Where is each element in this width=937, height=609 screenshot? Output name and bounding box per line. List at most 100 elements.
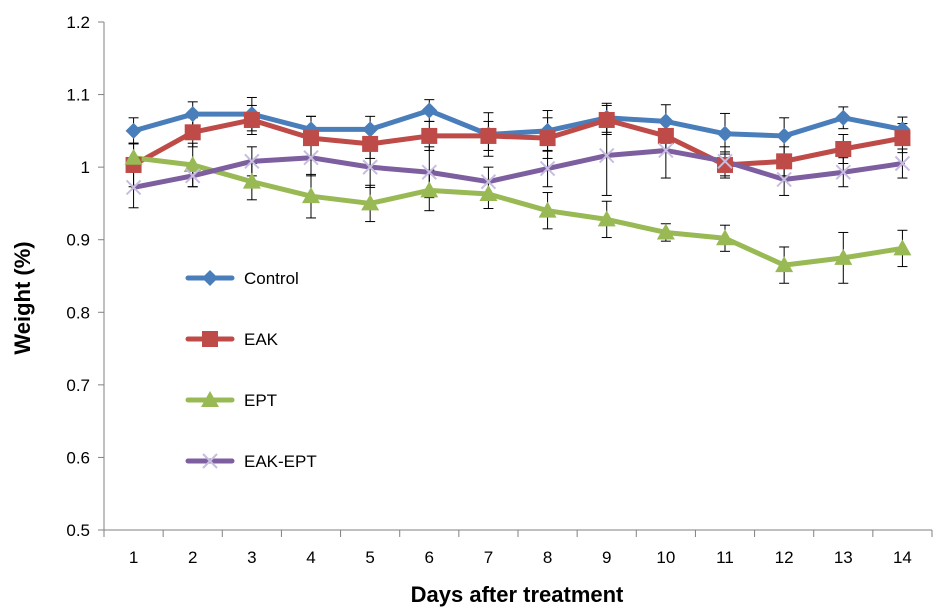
data-point (420, 181, 439, 198)
y-tick-label: 0.6 (66, 448, 90, 467)
x-tick-label: 9 (602, 548, 611, 567)
data-point (657, 113, 674, 130)
legend-label: Control (244, 269, 299, 288)
y-tick-label: 0.7 (66, 376, 90, 395)
data-point-stroke (717, 153, 733, 170)
data-point (717, 156, 733, 173)
data-point (775, 256, 794, 273)
data-point (125, 179, 142, 196)
series-line-eak (131, 117, 905, 168)
legend-label: EAK (244, 330, 279, 349)
data-point (202, 270, 218, 286)
data-point (539, 130, 556, 147)
x-axis-title: Days after treatment (411, 582, 624, 607)
x-tick-label: 6 (425, 548, 434, 567)
x-tick-label: 3 (247, 548, 256, 567)
data-point (538, 201, 557, 218)
data-point (244, 153, 260, 170)
data-point-stroke (894, 155, 911, 172)
data-point (361, 194, 380, 211)
data-point (597, 210, 616, 227)
series-markers-eak-ept (125, 142, 911, 196)
data-point-stroke (539, 160, 556, 177)
legend-label: EAK-EPT (244, 452, 317, 471)
data-point (893, 239, 912, 256)
series-markers-eak (125, 111, 911, 173)
series-line-eak-ept (131, 147, 905, 190)
data-point-stroke (835, 164, 851, 180)
data-point (302, 187, 320, 204)
axes: 0.50.60.70.80.911.11.21 2 3 4 5 6 7 8 9 10 11 12 13 1… (66, 13, 933, 567)
data-point (303, 130, 319, 147)
data-point (835, 141, 852, 157)
y-tick-label: 1.2 (66, 13, 90, 32)
legend: Control EAK EPT EAK-EPT (185, 269, 317, 471)
legend-label: EPT (244, 391, 277, 410)
x-tick-label: 12 (775, 548, 794, 567)
data-point-stroke (362, 159, 378, 175)
series-markers-control (125, 102, 911, 144)
data-point (834, 248, 853, 265)
data-point (479, 184, 498, 201)
y-tick-label: 1 (81, 158, 90, 177)
data-point (480, 127, 497, 144)
x-tick-label: 14 (893, 548, 912, 567)
x-tick-label: 2 (188, 548, 197, 567)
data-point-stroke (658, 142, 674, 159)
data-point-stroke (244, 153, 260, 170)
data-point (539, 160, 556, 177)
data-point (184, 106, 201, 123)
data-point (717, 125, 733, 142)
data-point-stroke (480, 173, 497, 190)
x-tick-label: 13 (834, 548, 853, 567)
data-point-stroke (599, 147, 615, 164)
data-point (421, 102, 438, 119)
data-point (421, 164, 437, 180)
x-tick-label: 10 (656, 548, 675, 567)
y-tick-label: 0.9 (66, 231, 90, 250)
series-markers-ept (124, 148, 912, 273)
data-point (362, 135, 379, 152)
data-point (717, 153, 733, 170)
data-point (656, 223, 675, 240)
data-point (894, 130, 911, 147)
x-tick-label: 7 (484, 548, 493, 567)
data-point (480, 173, 497, 190)
data-point (362, 121, 379, 138)
series-line-control (131, 108, 905, 139)
data-point (658, 142, 674, 159)
data-point-stroke (776, 171, 792, 188)
data-point (125, 122, 142, 139)
data-point-stroke (303, 150, 319, 166)
data-point (716, 229, 734, 246)
data-point (202, 331, 218, 347)
data-point (124, 148, 143, 165)
x-tick-label: 1 (129, 548, 138, 567)
x-tick-label: 8 (543, 548, 552, 567)
series-lines (131, 108, 905, 268)
x-tick-label: 11 (716, 548, 734, 567)
data-point (598, 111, 615, 128)
y-tick-label: 0.8 (66, 303, 90, 322)
data-point (243, 111, 260, 128)
data-point (835, 164, 851, 180)
data-point (303, 150, 319, 166)
legend-item-control: Control (185, 269, 299, 288)
data-point (202, 453, 218, 469)
legend-item-ept: EPT (185, 391, 277, 410)
data-point (362, 159, 378, 175)
series-markers (124, 102, 912, 273)
data-point (776, 171, 792, 188)
x-tick-label: 5 (365, 548, 374, 567)
data-point (776, 153, 793, 170)
y-axis-title: Weight (%) (10, 241, 35, 354)
data-point (421, 127, 438, 144)
data-point (184, 124, 201, 141)
data-point (894, 155, 911, 172)
data-point (242, 172, 261, 189)
x-tick-label: 4 (306, 548, 315, 567)
data-point (776, 127, 793, 144)
y-tick-label: 1.1 (66, 86, 90, 105)
data-point (835, 109, 852, 126)
